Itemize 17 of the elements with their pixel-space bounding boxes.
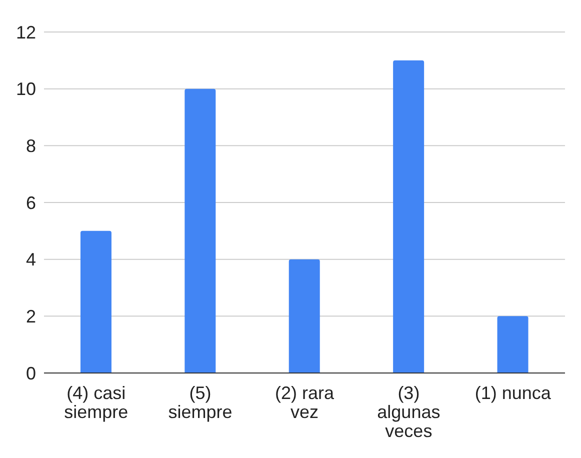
- x-tick-label: (1) nunca: [474, 383, 552, 403]
- bar: [184, 88, 216, 373]
- y-tick-label: 12: [16, 22, 36, 42]
- y-tick-label: 6: [26, 192, 36, 213]
- y-tick-label: 0: [26, 363, 36, 384]
- bar: [288, 259, 320, 373]
- x-tick-label: (4) casi siempre: [64, 383, 128, 422]
- y-tick-label: 8: [26, 136, 36, 156]
- y-tick-label: 2: [26, 306, 36, 327]
- y-tick-label: 10: [16, 79, 36, 100]
- x-tick-label: (5) siempre: [168, 383, 232, 422]
- x-tick-label: (2) rara vez: [274, 383, 335, 422]
- bar: [80, 230, 112, 373]
- bar: [393, 60, 424, 373]
- y-tick-label: 4: [26, 250, 36, 270]
- x-tick-label: (3) algunas veces: [377, 383, 440, 441]
- bar: [497, 316, 528, 373]
